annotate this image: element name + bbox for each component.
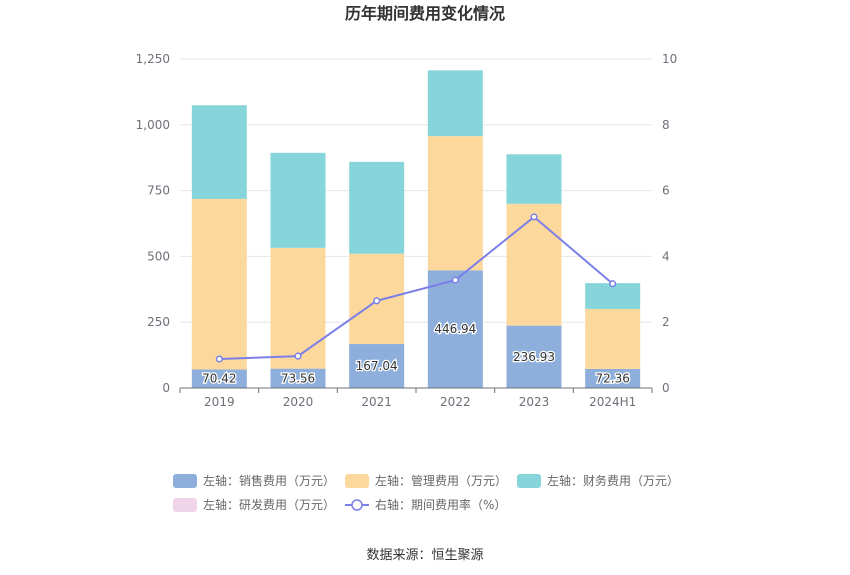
rate-line-path (219, 215, 614, 361)
bar-segment-2 (191, 198, 247, 370)
bar-segment-3 (191, 105, 247, 199)
legend-swatch (345, 474, 369, 488)
grid-lines (180, 58, 652, 323)
bar-segment-1 (585, 368, 641, 388)
rate-point (373, 297, 381, 305)
legend-swatch (173, 498, 197, 512)
y-right-tick-label: 4 (662, 249, 670, 263)
y-right-tick-label: 0 (662, 381, 670, 395)
bars (191, 70, 641, 388)
rate-point (451, 276, 459, 284)
rate-point (530, 213, 538, 221)
bar-segment-2 (427, 136, 483, 271)
x-tick-label: 2022 (440, 395, 471, 409)
bar-segment-1 (270, 368, 326, 388)
bar-segment-3 (427, 70, 483, 137)
expense-rate-line (215, 213, 617, 363)
bar-value-label: 167.04 (356, 359, 398, 373)
bar-value-label: 72.36 (595, 371, 629, 385)
bar-segment-3 (270, 152, 326, 248)
data-labels: 70.42 73.56 167.04 446.94 236.93 72.36 (201, 321, 631, 387)
chart-title: 历年期间费用变化情况 (345, 4, 505, 23)
x-tick-label: 2020 (283, 395, 314, 409)
bar-segment-1 (427, 270, 483, 388)
legend-label: 左轴：销售费用（万元） (203, 473, 335, 488)
bar-segment-2 (585, 308, 641, 369)
y-left-tick-label: 750 (147, 184, 170, 198)
legend-swatch (517, 474, 541, 488)
y-left-tick-label: 1,000 (136, 118, 170, 132)
legend: 左轴：销售费用（万元） 左轴：管理费用（万元） 左轴：财务费用（万元） 左轴：研发费用… (173, 473, 679, 512)
bar-value-label: 236.93 (513, 350, 555, 364)
y-right-tick-label: 8 (662, 118, 670, 132)
rate-point (609, 280, 617, 288)
y-right-tick-label: 2 (662, 315, 670, 329)
axes: 0 250 500 750 1,000 1,250 0 2 4 6 8 10 2019 2020 2021 2… (136, 52, 678, 409)
legend-swatch (173, 474, 197, 488)
x-tick-label: 2021 (361, 395, 392, 409)
bar-value-label: 446.94 (434, 322, 476, 336)
bar-segment-3 (506, 154, 562, 204)
bar-segment-2 (270, 247, 326, 369)
legend-label: 左轴：研发费用（万元） (203, 497, 335, 512)
y-left-tick-label: 250 (147, 315, 170, 329)
y-right-tick-label: 10 (662, 52, 677, 66)
legend-marker (351, 499, 363, 511)
legend-label: 左轴：财务费用（万元） (547, 473, 679, 488)
x-tick-label: 2024H1 (589, 395, 636, 409)
y-left-tick-label: 0 (162, 381, 170, 395)
y-left-tick-label: 1,250 (136, 52, 170, 66)
y-left-tick-label: 500 (147, 249, 170, 263)
x-tick-label: 2019 (204, 395, 235, 409)
bar-segment-3 (585, 283, 641, 309)
bar-value-label: 70.42 (202, 372, 236, 386)
bar-value-label: 73.56 (281, 371, 315, 385)
legend-label: 左轴：管理费用（万元） (375, 473, 507, 488)
bar-segment-1 (191, 369, 247, 388)
rate-point (294, 352, 302, 360)
bar-segment-1 (349, 344, 405, 388)
bar-segment-2 (506, 203, 562, 326)
y-right-tick-label: 6 (662, 184, 670, 198)
x-tick-label: 2023 (519, 395, 550, 409)
source-note: 数据来源：恒生聚源 (366, 548, 483, 563)
rate-point (215, 355, 223, 363)
bar-segment-3 (349, 161, 405, 254)
bar-segment-1 (506, 325, 562, 388)
legend-label: 右轴：期间费用率（%） (375, 497, 506, 512)
